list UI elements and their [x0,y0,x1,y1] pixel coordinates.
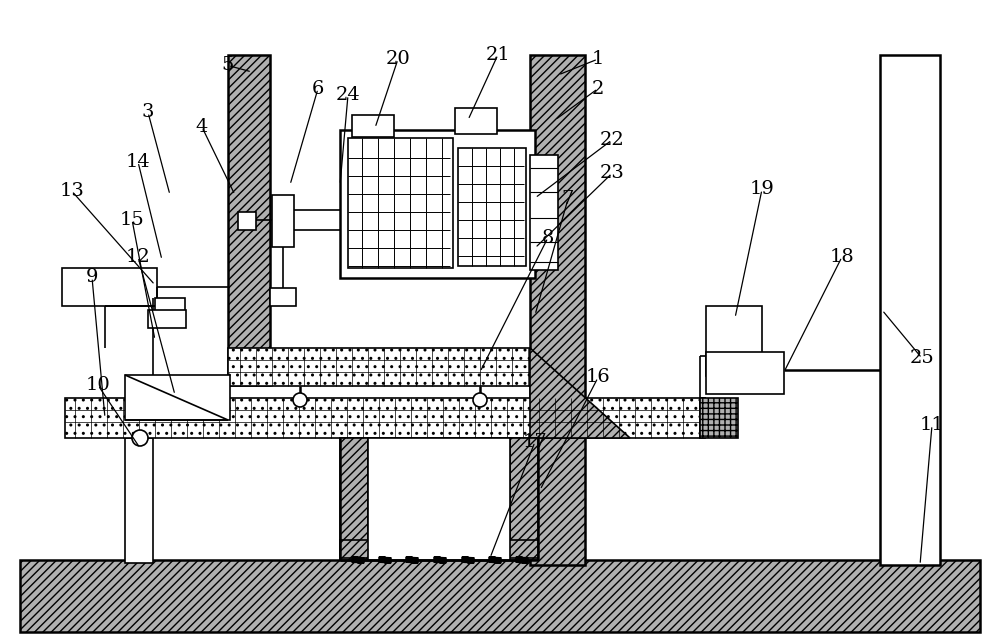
Bar [62,268,157,306]
Text: 6: 6 [312,80,324,98]
Bar [270,288,296,306]
Bar [20,560,980,632]
Text: 21: 21 [486,46,510,64]
Bar [148,310,186,328]
Text: 24: 24 [336,86,360,104]
Bar [706,352,784,394]
Text: 10: 10 [86,376,110,394]
Text: 3: 3 [142,103,154,121]
Circle shape [473,393,487,407]
Bar [530,55,585,565]
Text: 11: 11 [920,416,944,434]
Text: 8: 8 [542,229,554,247]
Bar [272,195,294,247]
Bar [880,55,940,565]
Text: 12: 12 [126,248,150,266]
Circle shape [132,430,148,446]
Bar [706,306,762,376]
Bar [228,55,270,385]
Circle shape [293,393,307,407]
Bar [125,438,153,563]
Text: 1: 1 [592,50,604,68]
Bar [455,108,497,134]
Text: 23: 23 [600,164,624,182]
Polygon shape [530,348,630,438]
Bar [368,438,510,560]
Text: 4: 4 [196,118,208,136]
Bar [458,148,526,266]
Bar [155,298,185,320]
Bar [228,348,530,386]
Bar [65,398,705,438]
Text: 17: 17 [523,433,547,451]
Bar [352,115,394,137]
Bar [340,540,538,560]
Text: 7: 7 [562,190,574,208]
Bar [340,130,535,278]
Bar [530,155,558,270]
Text: 5: 5 [222,56,234,74]
Text: 25: 25 [910,349,934,367]
Text: 13: 13 [60,182,84,200]
Text: 16: 16 [586,369,610,386]
Bar [125,375,230,420]
Text: 22: 22 [600,131,624,149]
Text: 2: 2 [592,80,604,98]
Text: 20: 20 [386,50,410,68]
Text: 14: 14 [126,153,150,171]
Bar [348,138,453,268]
Text: 15: 15 [120,211,144,229]
Text: 9: 9 [86,268,98,286]
Text: 19: 19 [750,180,774,198]
Bar [238,212,256,230]
Bar [700,398,738,438]
Bar [340,438,368,558]
Bar [510,438,538,558]
Text: 18: 18 [830,248,854,266]
